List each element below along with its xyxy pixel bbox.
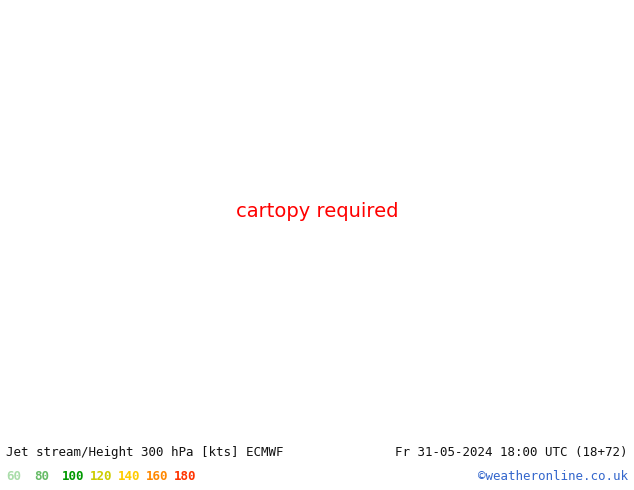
Text: 80: 80 xyxy=(34,470,49,483)
Text: Fr 31-05-2024 18:00 UTC (18+72): Fr 31-05-2024 18:00 UTC (18+72) xyxy=(395,446,628,459)
Text: 120: 120 xyxy=(90,470,112,483)
Text: cartopy required: cartopy required xyxy=(236,202,398,221)
Text: ©weatheronline.co.uk: ©weatheronline.co.uk xyxy=(477,470,628,483)
Text: 160: 160 xyxy=(146,470,168,483)
Text: 100: 100 xyxy=(62,470,84,483)
Text: 180: 180 xyxy=(174,470,196,483)
Text: 140: 140 xyxy=(118,470,140,483)
Text: 60: 60 xyxy=(6,470,22,483)
Text: Jet stream/Height 300 hPa [kts] ECMWF: Jet stream/Height 300 hPa [kts] ECMWF xyxy=(6,446,284,459)
